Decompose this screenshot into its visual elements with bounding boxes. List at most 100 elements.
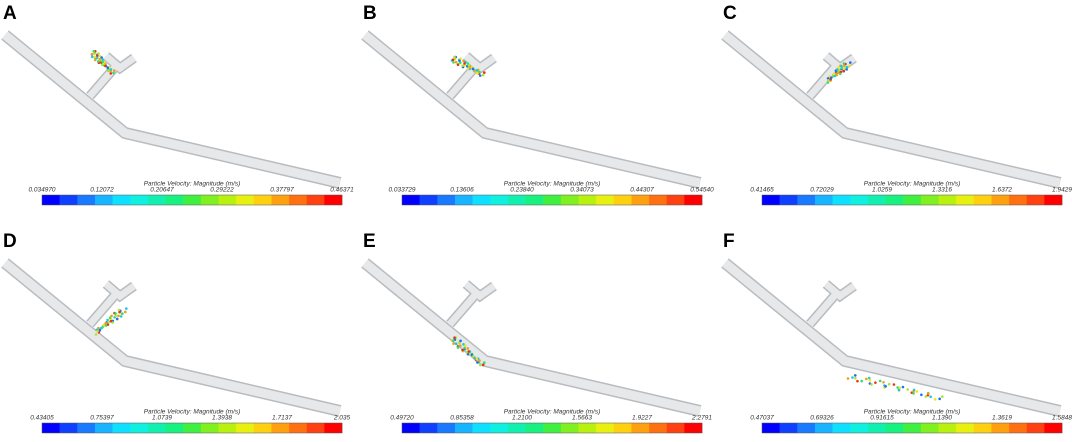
colorbar-segment (437, 195, 456, 205)
colorbar-segment (1026, 423, 1045, 433)
particle (109, 72, 113, 75)
colorbar-tick-label: 0.29222 (210, 187, 234, 194)
particle (476, 71, 479, 75)
colorbar-segment (324, 423, 343, 433)
colorbar-segment (920, 423, 939, 433)
colorbar-segment (885, 423, 904, 433)
particle (98, 58, 102, 61)
colorbar-segment (920, 195, 939, 205)
colorbar-segment (236, 423, 255, 433)
colorbar-frame (401, 194, 703, 206)
particle (901, 385, 905, 389)
colorbar-segment (560, 195, 579, 205)
particle (837, 66, 840, 69)
particle (112, 71, 115, 75)
colorbar-segment (1044, 195, 1063, 205)
pipe (362, 31, 702, 188)
panel-label: C (723, 3, 737, 24)
panel-label: D (3, 231, 17, 252)
colorbar-segment (59, 423, 78, 433)
colorbar-segment (165, 423, 184, 433)
colorbar-frame (41, 194, 343, 206)
colorbar-segment (867, 423, 886, 433)
colorbar-segment (850, 423, 869, 433)
panel: F Particle Velocity: Magnitude (m/s) 0.470… (721, 231, 1072, 434)
colorbar-frame (401, 422, 703, 434)
panel: D Particle Velocity: Magnitude (m/s) 0.434… (1, 231, 351, 434)
particle (109, 319, 113, 323)
colorbar-segment (938, 195, 957, 205)
colorbar-segment (762, 423, 780, 433)
colorbar-segment (1044, 423, 1063, 433)
pipe (807, 53, 857, 99)
particle (842, 67, 846, 70)
colorbar-tick-label: 1.3938 (212, 415, 232, 422)
particle (97, 326, 100, 330)
colorbar-segment (525, 195, 544, 205)
particle (483, 71, 486, 74)
colorbar-segment (1009, 423, 1028, 433)
panel: B Particle Velocity: Magnitude (m/s) 0.033… (361, 3, 714, 206)
particle (467, 350, 471, 353)
particle (95, 54, 99, 58)
colorbar-tick-label: 0.49720 (390, 415, 414, 422)
colorbar-segment (77, 195, 96, 205)
colorbar-segment (402, 195, 420, 205)
colorbar-segment (490, 195, 509, 205)
particle (106, 69, 110, 73)
particle (874, 381, 877, 384)
particle (461, 348, 464, 352)
colorbar-segment (454, 423, 473, 433)
colorbar-segment (454, 195, 473, 205)
panel-label: E (363, 231, 376, 252)
colorbar-segment (666, 195, 685, 205)
colorbar-segment (832, 423, 851, 433)
colorbar-segment (832, 195, 851, 205)
particle (458, 341, 461, 345)
colorbar-segment (1026, 195, 1045, 205)
colorbar-tick-label: 1.0259 (872, 187, 892, 194)
colorbar-segment (613, 423, 632, 433)
particle (109, 68, 113, 71)
pipe (362, 259, 702, 416)
colorbar-segment (218, 423, 237, 433)
particle (941, 395, 944, 398)
colorbar-tick-label: 0.69326 (810, 415, 834, 422)
colorbar-tick-label: 1.7137 (272, 415, 292, 422)
particle (849, 61, 852, 64)
colorbar-tick-label: 0.12072 (90, 187, 114, 194)
colorbar-segment (419, 423, 438, 433)
colorbar-segment (112, 195, 131, 205)
colorbar-segment (973, 423, 992, 433)
colorbar-tick-label: 0.72029 (810, 187, 834, 194)
colorbar-tick-label: 1.3316 (932, 187, 952, 194)
colorbar-title: Particle Velocity: Magnitude (m/s) (504, 409, 601, 416)
pipe (447, 53, 497, 99)
colorbar-tick-label: 0.91615 (870, 415, 894, 422)
colorbar-segment (1009, 195, 1028, 205)
colorbar-segment (472, 195, 491, 205)
particle (845, 68, 848, 71)
colorbar-frame (761, 194, 1063, 206)
particle (854, 377, 857, 380)
colorbar-segment (183, 195, 202, 205)
particle (453, 336, 456, 340)
particle (915, 390, 919, 393)
particle (93, 58, 97, 62)
pipe (721, 258, 1062, 417)
colorbar-title: Particle Velocity: Magnitude (m/s) (864, 181, 961, 188)
particle (466, 347, 470, 350)
colorbar-segment (797, 195, 816, 205)
particle (478, 70, 481, 74)
particle (826, 77, 830, 80)
particle (101, 63, 104, 67)
colorbar-segment (147, 195, 166, 205)
pipe (807, 281, 857, 327)
panel-label: B (363, 3, 377, 24)
particle (884, 385, 887, 388)
particle (835, 73, 839, 77)
colorbar-segment (613, 195, 632, 205)
particle (478, 74, 482, 77)
particle (106, 66, 110, 70)
particle (459, 339, 462, 343)
